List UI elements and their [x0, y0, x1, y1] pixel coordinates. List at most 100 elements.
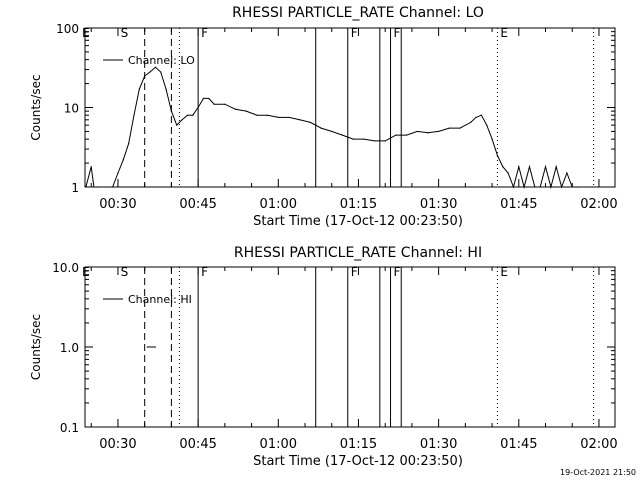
- plot-frame: [84, 27, 616, 188]
- data-point: [459, 127, 461, 129]
- data-point: [106, 186, 108, 188]
- data-point: [299, 119, 301, 121]
- data-point: [566, 172, 568, 174]
- series-line: [85, 66, 578, 189]
- data-point: [576, 186, 579, 188]
- data-point: [117, 172, 119, 174]
- y-tick-label: 100: [56, 22, 79, 36]
- data-point: [491, 138, 493, 140]
- data-point: [373, 140, 376, 142]
- chart-title: RHESSI PARTICLE_RATE Channel: LO: [232, 5, 484, 21]
- data-point: [93, 186, 95, 188]
- data-point: [331, 130, 333, 133]
- data-point: [277, 116, 279, 119]
- marker-label: F: [201, 265, 208, 279]
- data-point: [544, 166, 547, 168]
- data-point: [571, 186, 573, 188]
- data-point: [480, 114, 482, 116]
- data-point: [534, 186, 536, 188]
- data-point: [496, 154, 499, 156]
- y-tick-label: 0.1: [60, 421, 79, 435]
- data-point: [470, 121, 472, 123]
- x-tick-label: 00:45: [179, 197, 216, 212]
- data-point: [555, 166, 557, 168]
- data-point: [475, 116, 477, 119]
- footer-timestamp: 19-Oct-2021 21:50: [560, 468, 636, 477]
- data-point: [405, 134, 408, 136]
- data-point: [95, 186, 98, 188]
- data-point: [170, 110, 173, 112]
- x-tick-label: 01:00: [260, 437, 297, 452]
- data-point: [256, 114, 258, 116]
- data-point: [502, 166, 504, 168]
- x-tick-label: 01:45: [500, 197, 537, 212]
- x-tick-label: 02:00: [580, 437, 617, 452]
- marker-label: F: [394, 26, 401, 40]
- y-tick-label: 1: [71, 181, 79, 195]
- data-point: [186, 114, 189, 116]
- data-point: [90, 166, 92, 168]
- data-point: [245, 110, 247, 112]
- marker-label: F: [394, 265, 401, 279]
- data-point: [427, 132, 429, 134]
- data-point: [192, 114, 194, 116]
- x-tick-label: 00:30: [99, 197, 136, 212]
- data-point: [288, 116, 290, 119]
- x-tick-label: 01:00: [260, 197, 297, 212]
- data-point: [138, 88, 140, 90]
- data-point: [128, 143, 130, 145]
- marker-label: E: [500, 26, 508, 40]
- data-point: [160, 71, 162, 73]
- y-tick-label: 1.0: [60, 341, 79, 355]
- data-point: [112, 186, 114, 188]
- data-point: [98, 186, 100, 188]
- data-point: [384, 140, 386, 142]
- x-tick-label: 01:45: [500, 437, 537, 452]
- data-point: [341, 134, 344, 136]
- marker-label: F: [351, 26, 358, 40]
- data-point: [550, 186, 552, 188]
- marker-label: S: [121, 26, 129, 40]
- data-point: [208, 97, 210, 100]
- x-tick-label: 00:45: [179, 437, 216, 452]
- data-point: [523, 186, 525, 188]
- data-point: [539, 186, 541, 188]
- x-axis-label: Start Time (17-Oct-12 00:23:50): [253, 454, 463, 469]
- y-tick-label: 10.0: [52, 261, 79, 275]
- data-point: [122, 159, 124, 161]
- marker-label: E: [82, 265, 90, 279]
- data-point: [154, 66, 156, 68]
- data-point: [267, 114, 269, 116]
- data-point: [416, 130, 418, 133]
- data-point: [146, 346, 148, 348]
- x-tick-label: 01:15: [340, 197, 377, 212]
- x-tick-label: 01:30: [420, 437, 457, 452]
- data-point: [234, 108, 237, 110]
- y-tick-label: 10: [64, 102, 79, 116]
- data-point: [320, 127, 322, 129]
- marker-label: F: [351, 265, 358, 279]
- marker-label: F: [201, 26, 208, 40]
- data-point: [507, 172, 509, 174]
- plot-frame: [84, 266, 616, 428]
- data-point: [202, 97, 205, 100]
- data-point: [213, 103, 215, 105]
- data-point: [309, 121, 311, 123]
- data-point: [165, 88, 167, 90]
- data-point: [395, 134, 397, 136]
- x-tick-label: 01:15: [340, 437, 377, 452]
- data-point: [176, 124, 178, 126]
- chart-title: RHESSI PARTICLE_RATE Channel: HI: [234, 245, 482, 261]
- x-tick-label: 01:30: [420, 197, 457, 212]
- y-axis-label: Counts/sec: [29, 74, 43, 140]
- marker-label: E: [82, 26, 90, 40]
- chart-panel-1: RHESSI PARTICLE_RATE Channel: HI Counts/s…: [29, 245, 618, 469]
- data-point: [518, 166, 520, 168]
- data-point: [149, 71, 151, 73]
- data-point: [486, 124, 488, 126]
- marker-label: S: [121, 265, 129, 279]
- data-point: [144, 75, 146, 77]
- legend-label: Channel: HI: [128, 293, 192, 306]
